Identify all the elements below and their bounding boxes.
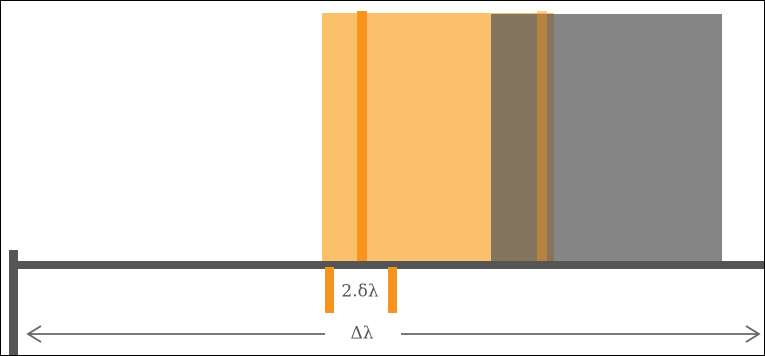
spacing-tick-right — [388, 267, 397, 313]
spacing-label: 2.δλ — [341, 282, 378, 302]
orange-line-left — [357, 11, 367, 263]
range-label: Δλ — [350, 324, 373, 344]
gray-band — [491, 14, 722, 263]
range-arrowhead-left-icon — [26, 325, 42, 343]
orange-line-right — [537, 11, 547, 263]
spacing-tick-left — [325, 267, 334, 313]
horizontal-axis — [11, 261, 764, 269]
left-axis-marker — [9, 250, 18, 355]
range-arrowhead-right-icon — [745, 325, 761, 343]
